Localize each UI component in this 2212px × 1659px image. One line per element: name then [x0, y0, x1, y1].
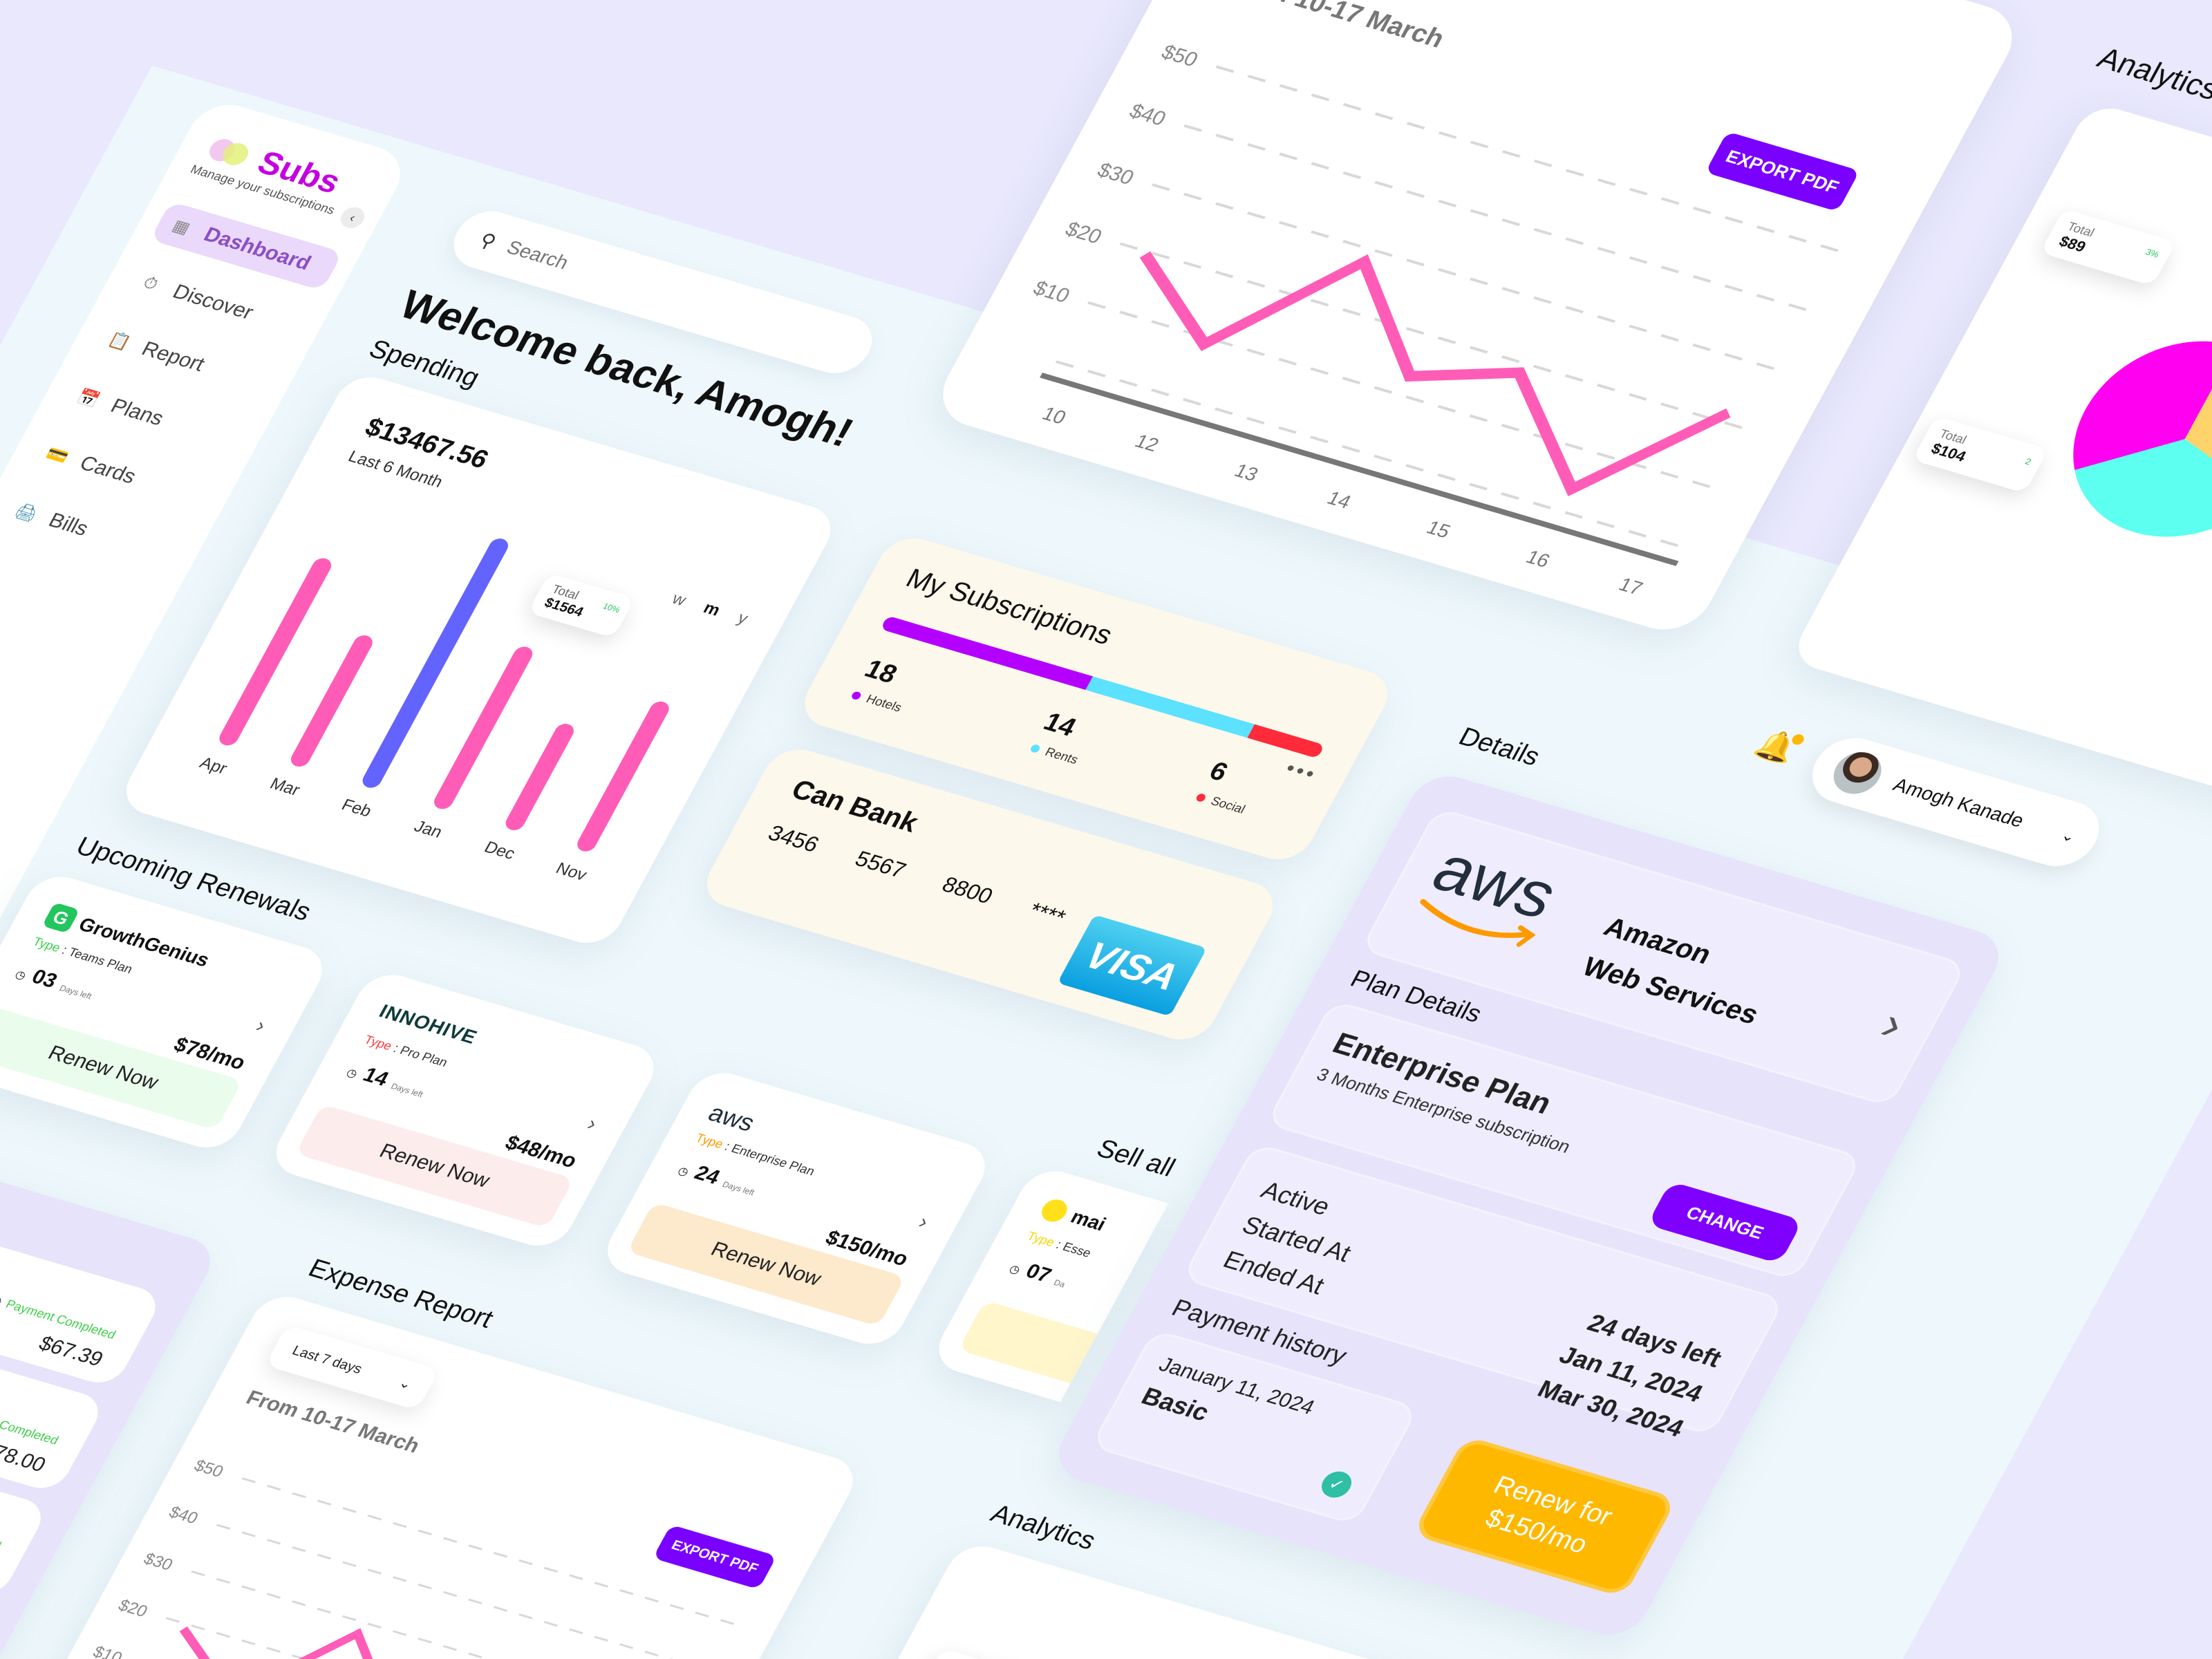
calendar-icon: 📅	[73, 386, 103, 410]
logo-icon	[205, 135, 256, 169]
renew-subscription-button[interactable]: Renew for $150/mo	[1412, 1435, 1678, 1598]
grid-icon: ▦	[169, 216, 194, 238]
period-month[interactable]: m	[700, 599, 724, 620]
svg-text:$10: $10	[90, 1643, 125, 1659]
svg-text:$10: $10	[1029, 277, 1074, 308]
aws-logo-icon: aws	[703, 1098, 760, 1137]
card-number: 3456 5567 8800 ****	[764, 820, 1071, 930]
check-icon: ✓	[1316, 1468, 1357, 1501]
mailchimp-logo-icon	[1037, 1197, 1071, 1225]
svg-text:$50: $50	[191, 1456, 226, 1481]
change-plan-button[interactable]: CHANGE	[1647, 1181, 1803, 1264]
svg-text:17: 17	[1615, 573, 1647, 599]
period-week[interactable]: w	[668, 589, 690, 610]
chevron-down-icon: ⌄	[2058, 826, 2079, 846]
search-icon: ⚲	[476, 229, 500, 252]
svg-text:12: 12	[1132, 430, 1163, 456]
stopwatch-icon: ⏱	[140, 273, 162, 294]
period-year[interactable]: y	[734, 608, 751, 628]
stat-pill: Total $104 2	[1911, 415, 2049, 494]
clock-icon: ◷	[344, 1067, 359, 1080]
stat-pill: Total $89 3%	[918, 1648, 1056, 1659]
stat-pill: Total $89 3%	[2039, 208, 2177, 286]
svg-text:$40: $40	[166, 1503, 201, 1528]
chevron-right-icon[interactable]: ›	[915, 1210, 932, 1234]
expense-card: Last 7 days ⌄ From 10-17 March EXPORT PD…	[11, 1289, 864, 1659]
analytics-title: Analytics	[2092, 41, 2212, 107]
clock-icon: ◷	[12, 968, 28, 982]
provider-name: Amazon Web Services	[1577, 912, 1764, 1031]
line-chart: $50 $40 $30 $20 $10 10 12 13 14 15 16 17	[1029, 41, 1847, 599]
subs-stat-rents: 14 Rents	[1028, 708, 1098, 767]
donut-chart	[2034, 316, 2212, 562]
avatar	[1825, 747, 1890, 800]
chevron-right-icon[interactable]: ›	[1872, 997, 1915, 1051]
svg-text:$20: $20	[115, 1596, 150, 1620]
subs-stat-social: 6 Social	[1194, 757, 1266, 817]
credit-card-icon: 💳	[43, 444, 72, 467]
chevron-left-icon[interactable]: ‹	[336, 204, 369, 231]
chevron-right-icon[interactable]: ›	[252, 1014, 270, 1038]
range-label: From 10-17 March	[1219, 0, 1450, 54]
subs-stat-hotels: 18 Hotels	[849, 655, 922, 715]
svg-text:14: 14	[1324, 487, 1355, 512]
clock-icon: ◷	[1006, 1263, 1022, 1277]
spending-bar-chart: Apr Mar Feb Jan Dec Nov	[182, 506, 734, 888]
more-horizontal-icon[interactable]: •••	[1281, 757, 1322, 787]
svg-text:16: 16	[1523, 545, 1554, 571]
clock-icon: ◷	[0, 1292, 6, 1309]
aws-logo-icon: aws	[1407, 832, 1574, 959]
export-pdf-button[interactable]: EXPORT PDF	[653, 1524, 777, 1590]
svg-text:$40: $40	[1125, 100, 1170, 131]
provider-box[interactable]: aws Amazon Web Services ›	[1360, 807, 1968, 1107]
clipboard-icon: 📋	[104, 330, 134, 353]
svg-text:10: 10	[1039, 402, 1070, 428]
svg-text:$30: $30	[140, 1550, 176, 1574]
payment-item[interactable]: January 11, 2024 Basic ✓	[1089, 1329, 1420, 1526]
expense-card-large: From 10-17 March EXPORT PDF $50 $40 $30 $20…	[928, 0, 2027, 640]
svg-text:$30: $30	[1094, 159, 1138, 189]
svg-text:$20: $20	[1062, 218, 1106, 249]
brand-mailchimp: mai	[1037, 1197, 1110, 1236]
details-panel: aws Amazon Web Services › Plan Details E…	[1047, 768, 2012, 1643]
svg-text:13: 13	[1231, 459, 1262, 485]
svg-text:15: 15	[1423, 516, 1454, 542]
chevron-down-icon: ⌄	[396, 1375, 415, 1392]
clock-icon: ◷	[675, 1165, 691, 1179]
chevron-right-icon[interactable]: ›	[583, 1112, 601, 1136]
printer-bill-icon: 🖨	[11, 500, 41, 524]
user-name: Amogh Kanade	[1889, 774, 2028, 832]
visa-logo-icon: VISA	[1057, 915, 1208, 1017]
growthgenius-logo-icon: G	[41, 902, 80, 934]
svg-text:$50: $50	[1158, 41, 1202, 71]
